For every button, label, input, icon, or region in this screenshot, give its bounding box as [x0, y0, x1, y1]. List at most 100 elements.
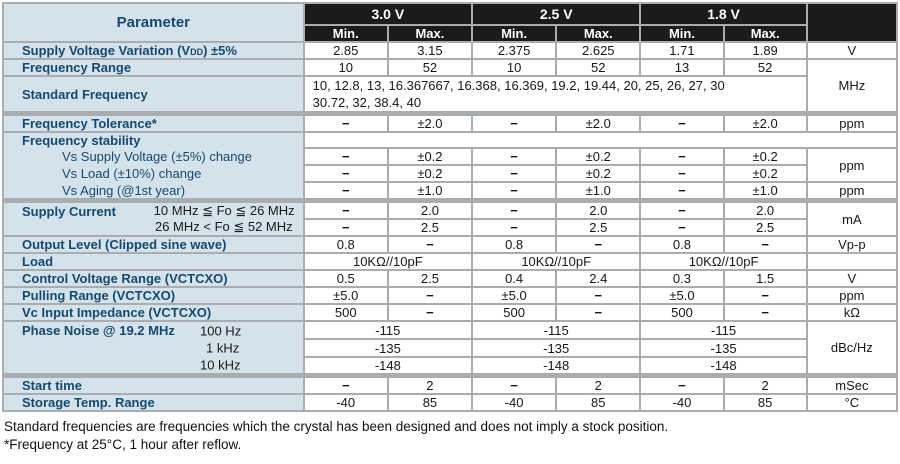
control-voltage-range-row: Control Voltage Range (VCTCXO) 0.5 2.5 0.4 2… [2, 269, 899, 288]
param-phase-noise-10khz: 10 kHz [2, 357, 305, 377]
param-vs-aging: Vs Aging (@1st year) [2, 182, 305, 202]
param-label: Phase Noise @ 19.2 MHz [22, 323, 175, 338]
dash-placeholder: − [510, 378, 518, 393]
value-cell: -148 [639, 356, 808, 377]
value-cell: − [386, 286, 474, 305]
value-cell: − [471, 198, 558, 220]
param-supply-current: Supply Current 10 MHz ≦ Fo ≦ 26 MHz [2, 198, 305, 220]
value-cell: 0.8 [471, 235, 558, 254]
value-cell: -115 [471, 320, 642, 340]
value-cell: − [302, 198, 389, 220]
value-cell: − [555, 303, 642, 322]
dash-placeholder: − [341, 378, 350, 393]
table-header: Parameter 3.0 V 2.5 V 1.8 V Min. Max. Mi… [2, 2, 899, 43]
value-cell: ±2.0 [722, 111, 808, 133]
param-start-time: Start time [2, 373, 305, 395]
value-cell: − [302, 111, 389, 133]
dash-placeholder: − [341, 183, 350, 198]
unit-header [805, 2, 899, 43]
frequency-range-row: Frequency Range 10 52 10 52 13 52 MHz [2, 58, 899, 115]
value-cell: ±2.0 [555, 111, 642, 133]
value-cell: -148 [302, 356, 474, 377]
value-cell: 85 [555, 393, 642, 412]
param-control-voltage-range: Control Voltage Range (VCTCXO) [2, 269, 305, 288]
value-cell: 0.8 [639, 235, 725, 254]
dash-placeholder: − [678, 203, 686, 218]
unit-cell: MHz [805, 58, 899, 115]
condition-label: 10 MHz ≦ Fo ≦ 26 MHz [153, 203, 295, 218]
value-cell: ±0.2 [722, 147, 808, 166]
value-cell: 2.375 [471, 41, 558, 60]
value-cell: − [639, 218, 725, 237]
load-row: Load 10KΩ//10pF 10KΩ//10pF 10KΩ//10pF [2, 252, 899, 271]
max-header-2v5: Max. [555, 24, 642, 43]
unit-cell: dBc/Hz [805, 320, 899, 377]
empty-span-cell [302, 131, 899, 149]
param-vc-input-impedance: Vc Input Impedance (VCTCXO) [2, 303, 305, 322]
value-cell: 2.625 [555, 41, 642, 60]
param-supply-current-high: 26 MHz < Fo ≦ 52 MHz [2, 219, 305, 237]
vs-aging-row: Vs Aging (@1st year) − ±1.0− ±1.0− ±1.0 ppm [2, 181, 899, 202]
param-label: ) ±5% [203, 43, 237, 58]
value-cell: 0.3 [639, 269, 725, 288]
value-cell: 2.5 [386, 218, 474, 237]
value-cell: 2 [386, 373, 474, 395]
param-vs-load: Vs Load (±10%) change [2, 165, 305, 183]
value-cell: -40 [639, 393, 725, 412]
dash-placeholder: − [341, 203, 350, 218]
value-cell: 10KΩ//10pF [302, 252, 474, 271]
value-cell: 0.8 [302, 235, 389, 254]
value-cell: ±0.2 [386, 147, 474, 166]
value-cell: ±5.0 [471, 286, 558, 305]
value-cell: -115 [639, 320, 808, 340]
value-cell: − [471, 218, 558, 237]
param-frequency-tolerance: Frequency Tolerance* [2, 111, 305, 133]
value-cell: 10KΩ//10pF [639, 252, 808, 271]
param-vs-supply-voltage: Vs Supply Voltage (±5%) change [2, 148, 305, 166]
footnote-standard-frequencies: Standard frequencies are frequencies whi… [4, 419, 669, 434]
dash-placeholder: − [678, 116, 686, 131]
value-cell: ±5.0 [639, 286, 725, 305]
unit-cell: mSec [805, 373, 899, 395]
value-cell: − [302, 373, 389, 395]
vs-supply-voltage-row: Vs Supply Voltage (±5%) change − ±0.2 − ±0.2… [2, 147, 899, 183]
param-label: Supply Voltage Variation (V [22, 43, 191, 58]
value-cell: 1.89 [722, 41, 808, 60]
value-cell: − [302, 147, 389, 166]
value-cell: 2.5 [555, 218, 642, 237]
footnote-frequency-condition: *Frequency at 25°C, 1 hour after reflow. [4, 437, 242, 452]
condition-label: 1 kHz [206, 340, 240, 356]
dash-placeholder: − [341, 116, 350, 131]
unit-cell: kΩ [805, 303, 899, 322]
dash-placeholder: − [678, 149, 686, 164]
value-cell: ±1.0 [555, 181, 642, 202]
value-cell: -148 [471, 356, 642, 377]
unit-cell [805, 252, 899, 271]
max-header-1v8: Max. [722, 24, 808, 43]
value-cell: ±1.0 [722, 181, 808, 202]
dash-placeholder: − [761, 305, 769, 320]
value-cell: ±0.2 [722, 164, 808, 183]
value-cell: -115 [302, 320, 474, 340]
value-cell: -135 [639, 338, 808, 358]
unit-cell: mA [805, 198, 899, 237]
value-cell: 500 [302, 303, 389, 322]
value-cell: − [639, 164, 725, 183]
value-cell: 1.5 [722, 269, 808, 288]
dash-placeholder: − [510, 203, 518, 218]
value-cell: 2 [555, 373, 642, 395]
value-cell: − [471, 181, 558, 202]
dash-placeholder: − [761, 288, 769, 303]
value-cell: 85 [386, 393, 474, 412]
unit-cell: V [805, 41, 899, 60]
value-cell: − [386, 235, 474, 254]
unit-cell: ppm [805, 286, 899, 305]
voltage-header-row: Parameter 3.0 V 2.5 V 1.8 V [2, 2, 899, 43]
value-cell: 10 [471, 58, 558, 77]
value-cell: 2.0 [555, 198, 642, 220]
value-cell: − [302, 218, 389, 237]
value-cell: ±2.0 [386, 111, 474, 133]
unit-cell: ppm [805, 147, 899, 183]
value-cell: 2 [722, 373, 808, 395]
dash-placeholder: − [761, 237, 769, 252]
